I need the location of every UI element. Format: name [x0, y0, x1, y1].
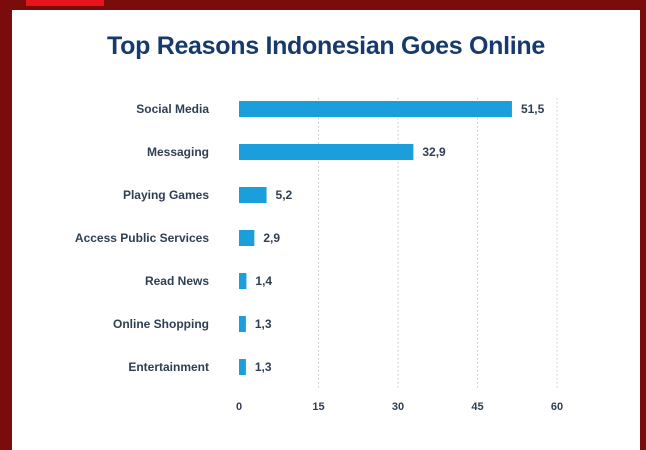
chart-panel: Top Reasons Indonesian Goes Online Socia… — [12, 10, 640, 450]
data-label: 1,3 — [255, 360, 272, 374]
data-label: 1,3 — [255, 317, 272, 331]
bar — [239, 359, 246, 375]
bar — [239, 144, 414, 160]
bar — [239, 230, 255, 246]
x-tick-label: 45 — [471, 401, 483, 413]
data-label: 51,5 — [521, 102, 545, 116]
category-label: Playing Games — [123, 188, 209, 202]
data-label: 2,9 — [263, 231, 280, 245]
x-tick-label: 30 — [392, 401, 404, 413]
bar — [239, 273, 247, 289]
bar-chart: Social Media 51,5 Messaging 32,9 Playing Gam… — [75, 98, 563, 413]
category-label: Social Media — [136, 102, 209, 116]
category-label: Access Public Services — [75, 231, 209, 245]
category-label: Messaging — [147, 145, 209, 159]
x-tick-label: 0 — [236, 401, 242, 413]
category-label: Entertainment — [128, 360, 209, 374]
top-accent-bar — [26, 0, 104, 6]
chart-title: Top Reasons Indonesian Goes Online — [106, 32, 546, 60]
bar — [239, 316, 246, 332]
x-tick-label: 60 — [551, 401, 563, 413]
data-label: 1,4 — [255, 274, 272, 288]
x-tick-label: 15 — [312, 401, 324, 413]
data-label: 32,9 — [422, 145, 446, 159]
category-label: Online Shopping — [113, 317, 209, 331]
bar — [239, 101, 512, 117]
data-label: 5,2 — [276, 188, 293, 202]
bar — [239, 187, 267, 203]
category-label: Read News — [145, 274, 209, 288]
